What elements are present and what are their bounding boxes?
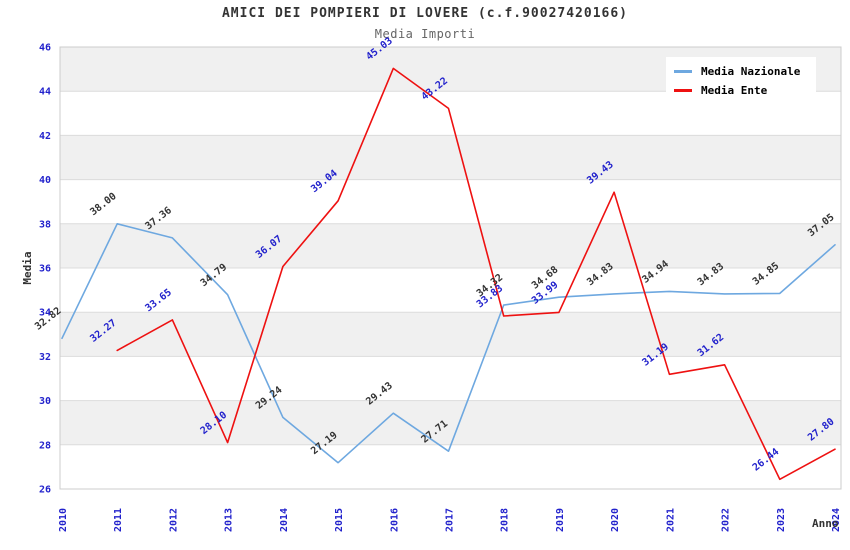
legend-item-media-nazionale: Media Nazionale: [666, 62, 816, 81]
legend-swatch-media-ente: [674, 89, 692, 92]
y-tick-label: 26: [39, 485, 51, 496]
chart-title: AMICI DEI POMPIERI DI LOVERE (c.f.900274…: [221, 6, 629, 21]
x-tick-label: 2012: [168, 508, 179, 532]
y-tick-label: 46: [39, 43, 51, 54]
plot-band: [60, 312, 841, 357]
y-axis-title: Media: [21, 251, 34, 284]
x-tick-label: 2013: [224, 508, 235, 532]
x-axis-title: Anno: [812, 517, 839, 530]
series-line-media-nazionale: [61, 223, 836, 464]
x-tick-label: 2010: [58, 508, 69, 532]
y-tick-label: 30: [39, 396, 51, 407]
plot-border: [59, 46, 842, 490]
chart-subtitle: Media Importi: [374, 27, 476, 41]
legend-label: Media Ente: [701, 84, 768, 97]
plot-band: [60, 400, 841, 445]
x-tick-label: 2024: [831, 508, 842, 532]
legend-label: Media Nazionale: [701, 65, 801, 78]
y-tick-label: 44: [39, 87, 51, 98]
plot-band: [60, 223, 841, 268]
legend-item-media-ente: Media Ente: [666, 81, 816, 100]
x-tick-label: 2023: [776, 508, 787, 532]
x-tick-label: 2020: [610, 508, 621, 532]
y-tick-label: 38: [39, 219, 51, 230]
legend-swatch-media-nazionale: [674, 70, 692, 73]
x-tick-label: 2021: [665, 508, 676, 532]
y-tick-label: 34: [39, 308, 51, 319]
data-label: 33.65: [143, 287, 173, 314]
y-tick-label: 42: [39, 131, 51, 142]
legend: Media Nazionale Media Ente: [666, 57, 816, 105]
y-tick-label: 36: [39, 264, 51, 275]
y-tick-label: 32: [39, 352, 51, 363]
x-tick-label: 2011: [113, 508, 124, 532]
x-tick-label: 2015: [334, 508, 345, 532]
x-tick-label: 2017: [445, 508, 456, 532]
x-tick-label: 2022: [721, 508, 732, 532]
plot-band: [60, 135, 841, 180]
y-tick-label: 28: [39, 440, 51, 451]
x-tick-label: 2016: [389, 508, 400, 532]
y-tick-label: 40: [39, 175, 51, 186]
data-label: 38.00: [88, 191, 118, 218]
x-tick-label: 2018: [500, 508, 511, 532]
series-line-media-ente: [116, 67, 836, 481]
x-tick-label: 2019: [555, 508, 566, 532]
x-tick-label: 2014: [279, 508, 290, 532]
